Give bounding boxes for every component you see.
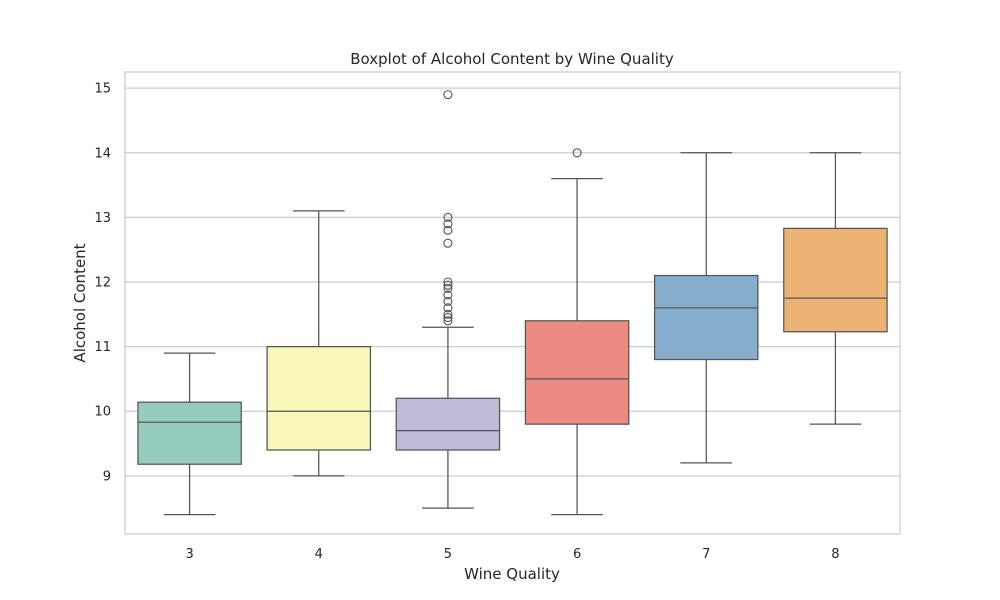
outlier-point (443, 225, 453, 235)
x-tick-label: 4 (315, 547, 323, 562)
x-axis-label: Wine Quality (464, 565, 560, 583)
box-iqr (783, 227, 888, 333)
outlier-point (443, 280, 453, 290)
y-tick-label: 15 (94, 82, 111, 97)
y-tick-label: 9 (103, 469, 111, 484)
box-group-7 (653, 152, 759, 464)
y-gridlines (125, 87, 900, 477)
outlier-point (443, 283, 453, 294)
outlier-point (443, 90, 453, 100)
outlier-point (443, 312, 453, 323)
box-group-5 (395, 90, 501, 509)
box-group-4 (266, 210, 372, 477)
y-tick-label: 10 (94, 405, 111, 420)
x-tick-label: 3 (185, 547, 193, 562)
outlier-point (443, 316, 453, 326)
boxes-group (137, 90, 888, 516)
box-group-6 (524, 148, 630, 516)
box-iqr (137, 401, 242, 465)
y-tick-label: 13 (94, 211, 111, 226)
outlier-point (443, 238, 453, 248)
y-tick-labels: 9 10 11 12 13 14 15 (94, 82, 111, 485)
box-iqr (653, 274, 759, 361)
y-tick-label: 12 (94, 276, 111, 291)
plot-area-frame (124, 71, 901, 535)
box-iqr (266, 345, 372, 451)
chart-title: Boxplot of Alcohol Content by Wine Quali… (350, 50, 674, 68)
outlier-point (443, 290, 453, 300)
x-tick-label: 5 (444, 547, 452, 562)
x-tick-labels: 3 4 5 6 7 8 (185, 547, 839, 562)
y-tick-label: 11 (94, 340, 111, 355)
y-tick-label: 14 (94, 146, 111, 161)
box-iqr (395, 397, 501, 451)
outlier-point (443, 303, 453, 313)
box-group-3 (137, 352, 242, 516)
outlier-point (443, 219, 453, 229)
box-group-8 (783, 152, 888, 425)
y-axis-label: Alcohol Content (71, 243, 89, 362)
box-iqr (524, 320, 630, 425)
outlier-point (443, 309, 453, 319)
x-tick-label: 8 (831, 547, 839, 562)
x-tick-label: 6 (573, 547, 581, 562)
outlier-point (572, 148, 582, 158)
x-tick-label: 7 (702, 547, 710, 562)
outlier-point (443, 212, 453, 222)
outlier-point (443, 277, 453, 287)
outlier-point (443, 296, 453, 306)
